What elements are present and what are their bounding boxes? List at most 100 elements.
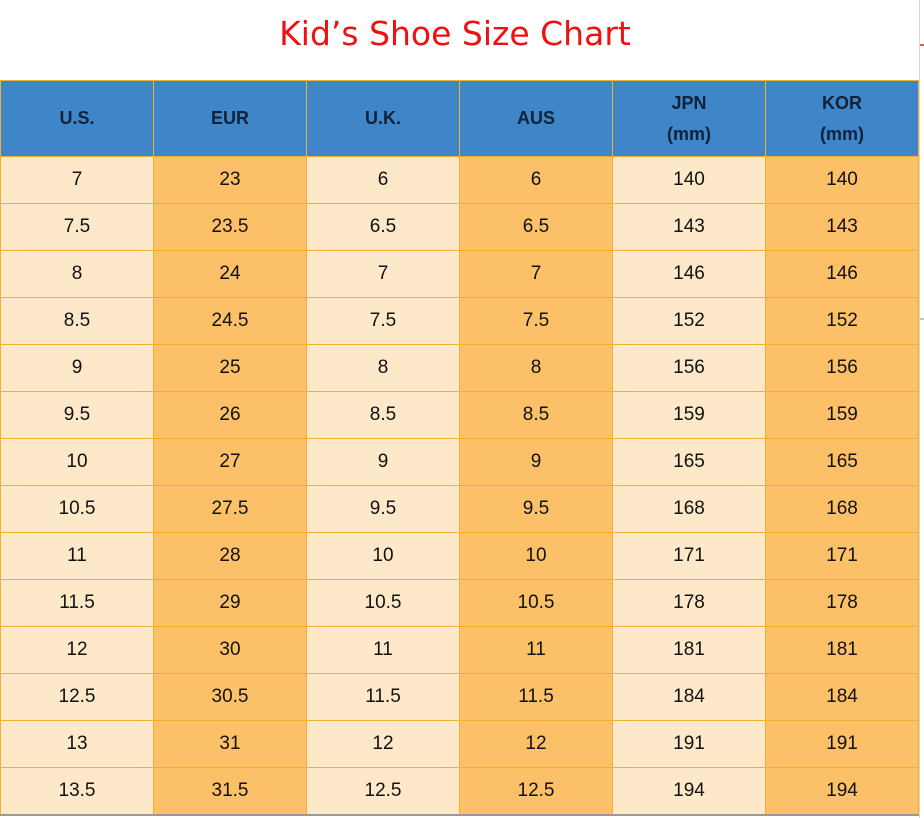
table-cell: 178 [612, 579, 766, 627]
chart-title: Kid’s Shoe Size Chart [279, 14, 631, 53]
table-cell: 30 [153, 626, 307, 674]
column-header: KOR (mm) [765, 80, 919, 157]
bottom-border [0, 814, 919, 816]
table-cell: 171 [765, 532, 919, 580]
table-row: 10.5 27.5 9.5 9.5 168 168 [0, 485, 919, 533]
table-cell: 31.5 [153, 767, 307, 815]
table-cell: 191 [612, 720, 766, 768]
table-header: U.S. EUR U.K. AUS JPN (mm) KOR (mm) [0, 80, 919, 157]
table-row: 11.5 29 10.5 10.5 178 178 [0, 579, 919, 627]
table-cell: 8 [306, 344, 460, 392]
table-cell: 9 [0, 344, 154, 392]
table-cell: 194 [612, 767, 766, 815]
table-cell: 6 [306, 156, 460, 204]
table-cell: 159 [765, 391, 919, 439]
column-header-label: KOR [822, 92, 862, 113]
table-cell: 165 [765, 438, 919, 486]
table-row: 7.5 23.5 6.5 6.5 143 143 [0, 203, 919, 251]
table-row: 11 28 10 10 171 171 [0, 532, 919, 580]
table-cell: 6.5 [459, 203, 613, 251]
column-header-label: U.K. [365, 108, 401, 128]
table-cell: 8.5 [459, 391, 613, 439]
edge-marker [920, 44, 924, 46]
table-cell: 194 [765, 767, 919, 815]
table-cell: 178 [765, 579, 919, 627]
table-cell: 165 [612, 438, 766, 486]
table-cell: 7 [0, 156, 154, 204]
table-cell: 12.5 [0, 673, 154, 721]
table-cell: 11.5 [459, 673, 613, 721]
table-cell: 140 [765, 156, 919, 204]
table-row: 12 30 11 11 181 181 [0, 626, 919, 674]
table-row: 12.5 30.5 11.5 11.5 184 184 [0, 673, 919, 721]
table-cell: 9 [306, 438, 460, 486]
table-cell: 156 [612, 344, 766, 392]
table-cell: 28 [153, 532, 307, 580]
table-cell: 7 [306, 250, 460, 298]
table-cell: 26 [153, 391, 307, 439]
table-cell: 146 [612, 250, 766, 298]
table-row: 8 24 7 7 146 146 [0, 250, 919, 298]
column-header-unit: (mm) [820, 123, 864, 144]
table-cell: 6 [459, 156, 613, 204]
table-cell: 9.5 [306, 485, 460, 533]
table-cell: 25 [153, 344, 307, 392]
table-cell: 31 [153, 720, 307, 768]
table-cell: 12.5 [306, 767, 460, 815]
edge-marker [920, 318, 924, 320]
table-row: 9.5 26 8.5 8.5 159 159 [0, 391, 919, 439]
table-cell: 140 [612, 156, 766, 204]
table-cell: 10 [0, 438, 154, 486]
table-cell: 10.5 [306, 579, 460, 627]
table-cell: 12 [459, 720, 613, 768]
table-cell: 152 [612, 297, 766, 345]
table-cell: 8 [0, 250, 154, 298]
table-cell: 10 [306, 532, 460, 580]
table-cell: 12.5 [459, 767, 613, 815]
table-cell: 152 [765, 297, 919, 345]
table-cell: 191 [765, 720, 919, 768]
table-cell: 13 [0, 720, 154, 768]
column-header: U.K. [306, 80, 460, 157]
table-cell: 12 [306, 720, 460, 768]
table-cell: 30.5 [153, 673, 307, 721]
table-cell: 24.5 [153, 297, 307, 345]
table-cell: 7.5 [0, 203, 154, 251]
column-header-label: EUR [210, 108, 249, 128]
table-cell: 184 [612, 673, 766, 721]
table-cell: 27 [153, 438, 307, 486]
table-cell: 11.5 [0, 579, 154, 627]
table-row: 10 27 9 9 165 165 [0, 438, 919, 486]
table-cell: 7.5 [306, 297, 460, 345]
size-chart-table: U.S. EUR U.K. AUS JPN (mm) KOR (mm) 7 23 6 6 140 140… [0, 80, 919, 815]
table-cell: 143 [612, 203, 766, 251]
column-header: EUR [153, 80, 307, 157]
table-cell: 7.5 [459, 297, 613, 345]
table-cell: 6.5 [306, 203, 460, 251]
column-header-label: AUS [516, 108, 555, 128]
table-cell: 156 [765, 344, 919, 392]
table-cell: 9.5 [459, 485, 613, 533]
table-cell: 171 [612, 532, 766, 580]
table-cell: 9 [459, 438, 613, 486]
table-cell: 181 [612, 626, 766, 674]
header-row: U.S. EUR U.K. AUS JPN (mm) KOR (mm) [0, 80, 919, 157]
table-cell: 184 [765, 673, 919, 721]
table-cell: 7 [459, 250, 613, 298]
table-cell: 168 [765, 485, 919, 533]
table-cell: 143 [765, 203, 919, 251]
column-header: AUS [459, 80, 613, 157]
table-cell: 8.5 [306, 391, 460, 439]
window-edge [919, 0, 920, 818]
table-cell: 146 [765, 250, 919, 298]
table-cell: 10.5 [0, 485, 154, 533]
table-row: 9 25 8 8 156 156 [0, 344, 919, 392]
column-header-label: U.S. [59, 108, 95, 128]
table-cell: 13.5 [0, 767, 154, 815]
table-cell: 11.5 [306, 673, 460, 721]
table-cell: 168 [612, 485, 766, 533]
table-cell: 10 [459, 532, 613, 580]
table-row: 8.5 24.5 7.5 7.5 152 152 [0, 297, 919, 345]
table-body: 7 23 6 6 140 140 7.5 23.5 6.5 6.5 143 143 8 24 7 7 146 14… [0, 156, 919, 815]
table-cell: 10.5 [459, 579, 613, 627]
